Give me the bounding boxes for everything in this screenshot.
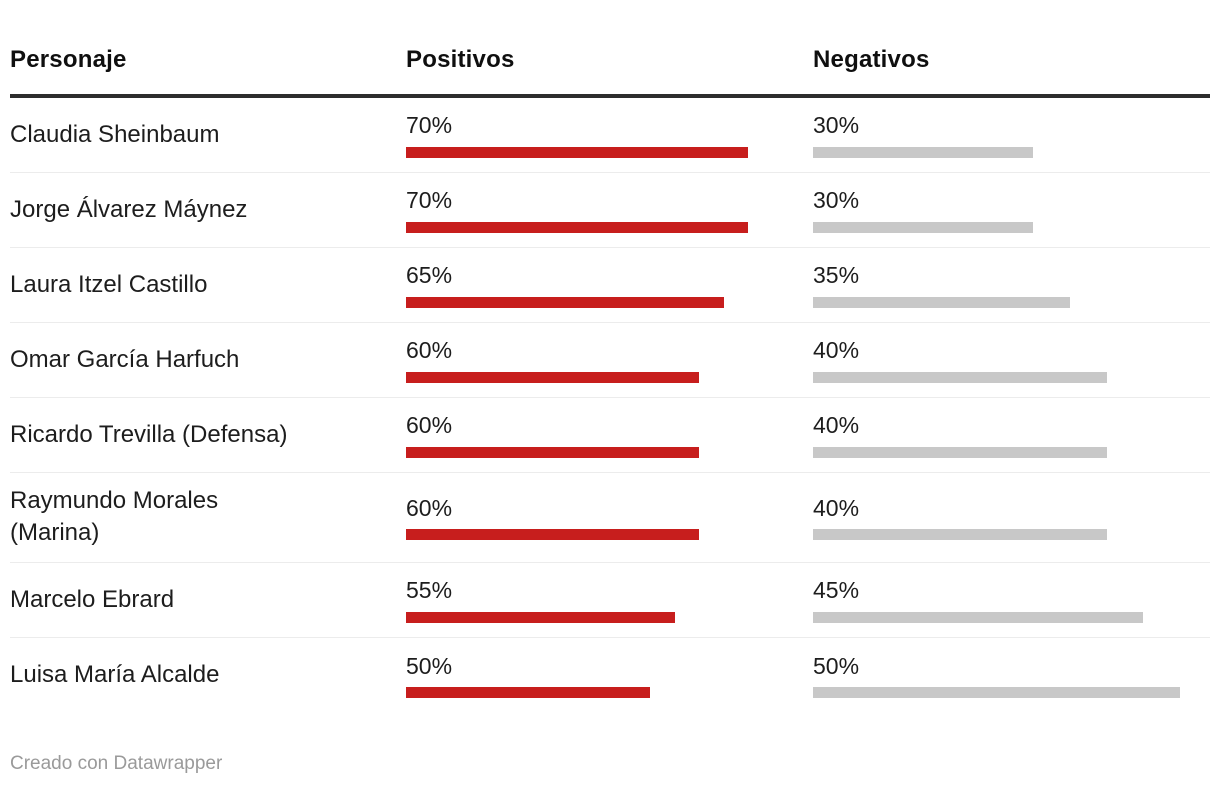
positivos-bar xyxy=(406,611,675,623)
table-row: Raymundo Morales (Marina) 60% 40% xyxy=(10,473,1210,563)
positivos-value-label: 60% xyxy=(406,494,453,521)
negativos-value-label: 40% xyxy=(813,337,860,364)
negativos-value-label: 50% xyxy=(813,652,860,679)
positivos-cell: 70% xyxy=(406,112,813,158)
positivos-bar xyxy=(406,221,748,233)
person-name: Luisa María Alcalde xyxy=(10,661,220,689)
person-name: Ricardo Trevilla (Defensa) xyxy=(10,420,288,448)
personaje-cell: Marcelo Ebrard xyxy=(10,584,406,616)
datawrapper-credit-link[interactable]: Creado con Datawrapper xyxy=(10,752,223,774)
positivos-value-label: 50% xyxy=(406,652,453,679)
positivos-bar xyxy=(406,529,699,541)
person-name: Laura Itzel Castillo xyxy=(10,270,208,298)
negativos-cell: 40% xyxy=(813,337,1210,383)
table-header-row: Personaje Positivos Negativos xyxy=(10,0,1210,98)
personaje-cell: Laura Itzel Castillo xyxy=(10,269,406,301)
positivos-bar xyxy=(406,296,724,308)
positivos-value-label: 70% xyxy=(406,187,453,214)
positivos-value-label: 60% xyxy=(406,412,453,439)
negativos-bar xyxy=(813,371,1107,383)
negativos-cell: 45% xyxy=(813,577,1210,623)
positivos-bar xyxy=(406,146,748,158)
person-name: Claudia Sheinbaum xyxy=(10,120,220,148)
positivos-cell: 50% xyxy=(406,653,813,698)
person-name: Omar García Harfuch xyxy=(10,345,240,373)
personaje-cell: Claudia Sheinbaum xyxy=(10,119,406,151)
negativos-cell: 35% xyxy=(813,262,1210,308)
negativos-cell: 30% xyxy=(813,187,1210,233)
negativos-bar xyxy=(813,221,1033,233)
column-header-personaje: Personaje xyxy=(10,46,127,73)
chart-footer: Creado con Datawrapper xyxy=(10,753,1210,775)
positivos-value-label: 70% xyxy=(406,112,453,139)
negativos-value-label: 35% xyxy=(813,262,860,289)
positivos-cell: 70% xyxy=(406,187,813,233)
negativos-bar xyxy=(813,529,1107,541)
negativos-cell: 40% xyxy=(813,412,1210,458)
table-row: Claudia Sheinbaum 70% 30% xyxy=(10,98,1210,173)
positivos-value-label: 65% xyxy=(406,262,453,289)
person-name: Raymundo Morales (Marina) xyxy=(10,487,219,547)
negativos-bar xyxy=(813,611,1143,623)
positivos-bar xyxy=(406,371,699,383)
positivos-value-label: 55% xyxy=(406,577,453,604)
negativos-value-label: 40% xyxy=(813,412,860,439)
table-row: Jorge Álvarez Máynez 70% 30% xyxy=(10,173,1210,248)
negativos-cell: 40% xyxy=(813,494,1210,541)
person-name: Jorge Álvarez Máynez xyxy=(10,195,248,223)
positivos-bar xyxy=(406,446,699,458)
person-name: Marcelo Ebrard xyxy=(10,585,175,613)
positivos-value-label: 60% xyxy=(406,337,453,364)
positivos-cell: 60% xyxy=(406,337,813,383)
personaje-cell: Jorge Álvarez Máynez xyxy=(10,194,406,226)
personaje-cell: Raymundo Morales (Marina) xyxy=(10,485,406,550)
personaje-cell: Ricardo Trevilla (Defensa) xyxy=(10,419,406,451)
table-body: Claudia Sheinbaum 70% 30% Jorge Álvarez … xyxy=(10,98,1210,713)
positivos-bar xyxy=(406,687,650,698)
negativos-value-label: 30% xyxy=(813,187,860,214)
positivos-cell: 60% xyxy=(406,412,813,458)
positivos-cell: 65% xyxy=(406,262,813,308)
table-row: Marcelo Ebrard 55% 45% xyxy=(10,563,1210,638)
negativos-value-label: 30% xyxy=(813,112,860,139)
negativos-bar xyxy=(813,296,1070,308)
negativos-value-label: 40% xyxy=(813,494,860,521)
bar-table-chart: Personaje Positivos Negativos Claudia Sh… xyxy=(10,0,1210,775)
table-row: Laura Itzel Castillo 65% 35% xyxy=(10,248,1210,323)
personaje-cell: Luisa María Alcalde xyxy=(10,659,406,691)
negativos-bar xyxy=(813,687,1180,698)
personaje-cell: Omar García Harfuch xyxy=(10,344,406,376)
negativos-bar xyxy=(813,146,1033,158)
negativos-bar xyxy=(813,446,1107,458)
column-header-negativos: Negativos xyxy=(813,46,930,73)
negativos-cell: 50% xyxy=(813,653,1210,698)
table-row: Ricardo Trevilla (Defensa) 60% 40% xyxy=(10,398,1210,473)
column-header-positivos: Positivos xyxy=(406,46,515,73)
positivos-cell: 60% xyxy=(406,494,813,541)
negativos-value-label: 45% xyxy=(813,577,860,604)
negativos-cell: 30% xyxy=(813,112,1210,158)
positivos-cell: 55% xyxy=(406,577,813,623)
table-row: Luisa María Alcalde 50% 50% xyxy=(10,638,1210,713)
table-row: Omar García Harfuch 60% 40% xyxy=(10,323,1210,398)
